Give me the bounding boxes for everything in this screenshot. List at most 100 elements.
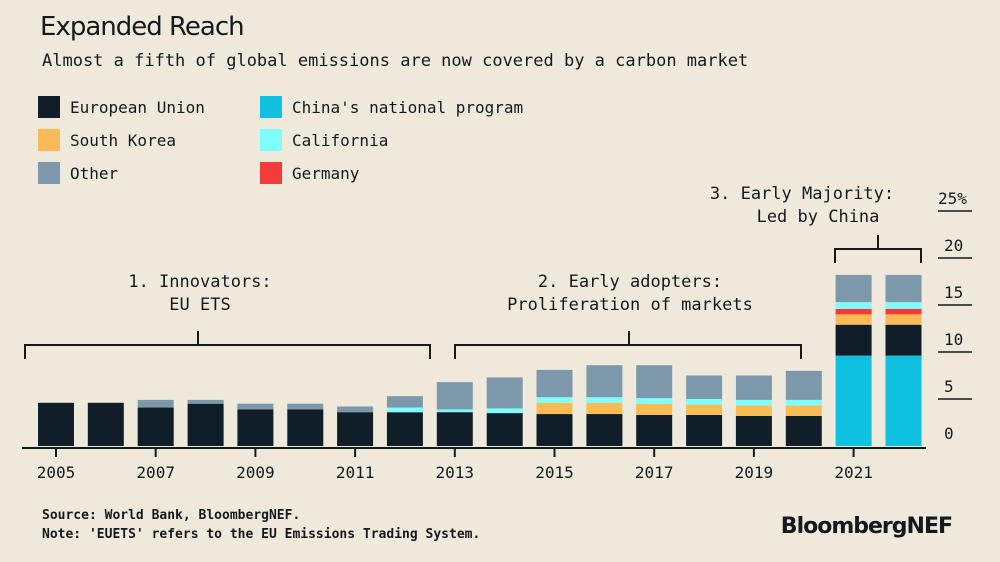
bar-segment-other-2012	[386, 396, 423, 408]
x-tick-label-2019: 2019	[735, 463, 774, 482]
bar-segment-california-2020	[785, 399, 822, 406]
bar-segment-other-2010	[287, 403, 324, 410]
legend-swatch	[38, 162, 60, 184]
bar-segment-european-union-2016	[586, 414, 623, 446]
bar-segment-european-union-2015	[536, 414, 573, 446]
legend-item-california: California	[260, 129, 388, 151]
y-tick-label-10: 10	[944, 330, 963, 349]
legend-item-china-national-program: China's national program	[260, 96, 523, 118]
legend-swatch	[38, 96, 60, 118]
legend-swatch	[260, 96, 282, 118]
phase2-annotation: 2. Early adopters: Proliferation of mark…	[470, 271, 790, 317]
bar-segment-european-union-2018	[686, 415, 723, 446]
bar-segment-california-2021	[835, 302, 872, 309]
bar-segment-other-2020	[785, 370, 822, 400]
x-tick-label-2021: 2021	[834, 463, 873, 482]
bar-segment-south-korea-2022	[885, 314, 922, 325]
bar-segment-south-korea-2021	[835, 314, 872, 325]
bar-segment-european-union-2012	[386, 412, 423, 446]
bar-segment-south-korea-2017	[636, 403, 673, 415]
x-tick-label-2013: 2013	[436, 463, 475, 482]
legend-label: European Union	[70, 97, 205, 117]
phase1-annotation-line1: 1. Innovators:	[128, 272, 272, 292]
legend-swatch	[260, 162, 282, 184]
bar-segment-california-2014	[486, 408, 523, 414]
bar-segment-other-2013	[436, 382, 473, 410]
bar-segment-european-union-2021	[835, 324, 872, 356]
bar-segment-california-2018	[686, 399, 723, 405]
bar-segment-south-korea-2015	[536, 402, 573, 415]
bar-segment-european-union-2010	[287, 409, 324, 446]
bar-segment-other-2022	[885, 274, 922, 303]
y-tick-label-20: 20	[944, 236, 963, 255]
bar-segment-european-union-2009	[237, 409, 274, 446]
phase1-annotation-line2: EU ETS	[169, 295, 231, 315]
phase2-annotation-line2: Proliferation of markets	[507, 295, 753, 315]
legend-label: Germany	[292, 163, 360, 183]
bar-segment-european-union-2014	[486, 413, 523, 446]
bar-segment-south-korea-2018	[686, 404, 723, 415]
bar-segment-european-union-2011	[337, 412, 374, 446]
phase3-annotation: 3. Early Majority: Led by China	[710, 183, 1000, 229]
bar-segment-other-2016	[586, 365, 623, 398]
bar-segment-other-2017	[636, 365, 673, 399]
bar-segment-other-2018	[686, 375, 723, 399]
x-tick-label-2011: 2011	[336, 463, 375, 482]
y-tick-label-25: 25%	[938, 189, 967, 208]
x-tick-label-2009: 2009	[236, 463, 275, 482]
phase1-bracket	[24, 331, 431, 359]
bar-segment-california-2013	[436, 409, 473, 413]
source-note: Source: World Bank, BloombergNEF.	[42, 508, 301, 523]
bar-segment-germany-2022	[885, 308, 922, 315]
bar-segment-other-2008	[187, 399, 224, 404]
x-axis-ticks: 2005 2007 2009 2011 2013 2015 2017 2019 2021	[37, 448, 873, 482]
y-tick-label-5: 5	[944, 377, 954, 396]
legend-label: South Korea	[70, 130, 176, 150]
x-tick-label-2007: 2007	[136, 463, 175, 482]
bar-segment-california-2012	[386, 407, 423, 413]
legend-item-south-korea: South Korea	[38, 129, 176, 151]
bar-segment-south-korea-2016	[586, 402, 623, 415]
legend-item-european-union: European Union	[38, 96, 205, 118]
phase1-annotation: 1. Innovators: EU ETS	[80, 271, 320, 317]
bar-segment-european-union-2020	[785, 415, 822, 446]
phase2-bracket	[454, 331, 802, 359]
legend-item-germany: Germany	[260, 162, 359, 184]
legend-label: China's national program	[292, 97, 524, 117]
y-tick-label-15: 15	[944, 283, 963, 302]
x-tick-label-2017: 2017	[635, 463, 674, 482]
phase3-bracket	[834, 235, 922, 263]
bars-layer	[38, 274, 922, 446]
bar-segment-other-2021	[835, 274, 872, 303]
bar-segment-south-korea-2020	[785, 405, 822, 416]
footnote: Note: 'EUETS' refers to the EU Emissions…	[42, 527, 481, 542]
legend-swatch	[38, 129, 60, 151]
bar-segment-other-2014	[486, 377, 523, 409]
bar-segment-california-2017	[636, 398, 673, 404]
bar-segment-european-union-2017	[636, 415, 673, 446]
bar-segment-european-union-2019	[735, 415, 772, 446]
bar-segment-other-2007	[137, 399, 174, 408]
bar-segment-germany-2021	[835, 308, 872, 315]
bar-segment-california-2015	[536, 397, 573, 403]
chart-title: Expanded Reach	[40, 12, 245, 42]
phase2-annotation-line1: 2. Early adopters:	[537, 272, 723, 292]
bar-segment-european-union-2008	[187, 403, 224, 446]
x-tick-label-2015: 2015	[535, 463, 574, 482]
bar-segment-european-union-2022	[885, 324, 922, 356]
bar-segment-european-union-2013	[436, 412, 473, 446]
y-tick-label-0: 0	[944, 424, 954, 443]
bar-segment-other-2011	[337, 406, 374, 413]
bar-segment-other-2009	[237, 403, 274, 410]
legend-label: California	[292, 130, 389, 150]
bar-segment-south-korea-2019	[735, 405, 772, 416]
legend-label: Other	[70, 163, 119, 183]
bar-segment-european-union-2005	[38, 402, 74, 446]
bar-segment-european-union-2007	[137, 407, 174, 446]
bar-segment-california-2019	[735, 399, 772, 406]
y-axis: 0 5 10 15 20 25%	[938, 189, 972, 443]
phase3-annotation-line1: 3. Early Majority:	[709, 184, 895, 204]
brand-logo: BloombergNEF	[780, 514, 953, 539]
chart-subtitle: Almost a fifth of global emissions are n…	[42, 51, 749, 71]
